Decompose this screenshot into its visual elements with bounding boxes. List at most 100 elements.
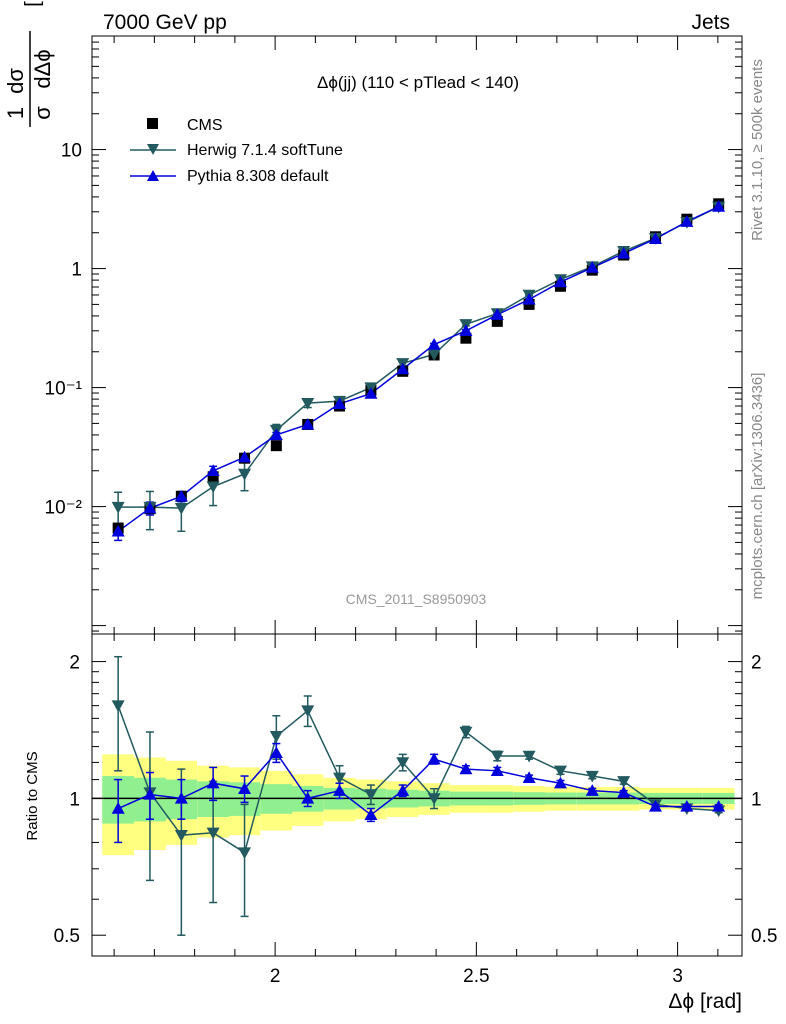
main-y-tick-label: 10: [61, 141, 82, 162]
pythia-ratio-marker: [301, 791, 315, 804]
pythia-marker: [269, 428, 283, 441]
main-y-tick-label: 10⁻²: [45, 498, 83, 519]
legend-label-cms: CMS: [187, 117, 223, 134]
pythia-ratio-marker: [206, 776, 220, 789]
x-axis-label: Δϕ [rad]: [668, 990, 742, 1013]
ratio-y-tick-label-right: 2: [751, 653, 762, 674]
pythia-marker: [617, 246, 631, 259]
pythia-ratio-line: [117, 751, 719, 816]
ratio-y-tick-label: 2: [69, 653, 80, 674]
herwig-ratio-marker: [427, 793, 441, 805]
x-tick-label: 2.5: [463, 966, 489, 987]
pythia-marker: [396, 362, 410, 375]
pythia-marker: [553, 275, 567, 288]
ratio-y-tick-label: 1: [69, 789, 80, 810]
pythia-ratio-marker: [522, 771, 536, 783]
herwig-ratio-marker: [396, 757, 410, 769]
herwig-ratio-marker: [301, 705, 315, 718]
ratio-plot-area: [92, 655, 742, 936]
x-tick-label: 3: [672, 966, 683, 987]
herwig-ratio-line: [117, 705, 719, 854]
herwig-ratio-marker: [174, 829, 188, 842]
herwig-ratio-marker: [333, 772, 347, 785]
main-y-tick-label: 10⁻¹: [45, 379, 83, 400]
legend-item-pythia: Pythia 8.308 default: [130, 168, 329, 185]
herwig-marker: [301, 397, 315, 410]
pythia-marker: [680, 215, 694, 227]
pythia-ratio-marker: [143, 787, 157, 800]
pythia-ratio-marker: [712, 799, 726, 812]
pythia-marker: [712, 200, 726, 212]
pythia-marker: [238, 450, 252, 463]
ratio-y-tick-label: 0.5: [54, 926, 80, 947]
main-y-tick-label: 1: [71, 260, 82, 281]
herwig-ratio-marker: [617, 776, 631, 788]
ratio-axis-ticks: 2 2.5 3 0.5 0.5 1 1 2 2: [54, 36, 777, 987]
herwig-ratio-marker: [364, 789, 378, 801]
ratio-y-axis-label: Ratio to CMS: [24, 751, 41, 840]
ratio-panel: 2 2.5 3 0.5 0.5 1 1 2 2: [54, 36, 777, 987]
svg-text:1: 1: [3, 107, 28, 119]
pythia-ratio-marker: [585, 784, 599, 796]
herwig-ratio-marker: [206, 827, 220, 840]
pythia-marker: [111, 524, 125, 537]
header-right-label: Jets: [691, 11, 730, 34]
pythia-ratio-marker: [396, 784, 410, 796]
main-panel: 10⁻² 10⁻¹ 1 10: [45, 35, 743, 635]
herwig-marker: [238, 468, 252, 481]
herwig-ratio-marker: [269, 731, 283, 743]
legend-marker-pythia: [147, 170, 159, 181]
herwig-ratio-marker: [553, 765, 567, 778]
svg-text:dσ: dσ: [3, 68, 28, 94]
pythia-marker: [490, 308, 504, 320]
legend-marker-cms: [147, 118, 158, 129]
herwig-ratio-marker: [111, 700, 125, 713]
herwig-ratio-marker: [459, 726, 473, 739]
main-plot-area: [111, 198, 726, 542]
pythia-marker: [333, 397, 347, 410]
pythia-ratio-marker: [111, 802, 125, 814]
pythia-ratio-marker: [617, 786, 631, 798]
herwig-ratio-marker: [490, 750, 504, 763]
pythia-marker: [301, 417, 315, 430]
herwig-ratio-marker: [522, 750, 536, 763]
herwig-marker: [111, 501, 125, 514]
main-axis-ticks: 10⁻² 10⁻¹ 1 10: [45, 35, 742, 632]
cms-data-point: [270, 440, 282, 452]
pythia-ratio-marker: [174, 791, 188, 804]
pythia-marker: [522, 292, 536, 305]
svg-text:dΔϕ: dΔϕ: [30, 49, 55, 88]
analysis-label: CMS_2011_S8950903: [346, 591, 487, 607]
pythia-marker: [648, 232, 662, 244]
pythia-ratio-marker: [680, 799, 694, 812]
pythia-marker: [206, 464, 220, 476]
x-tick-label: 2: [270, 966, 281, 987]
pythia-marker: [585, 261, 599, 273]
legend-item-cms: CMS: [147, 117, 223, 134]
pythia-ratio-marker: [459, 762, 473, 775]
ratio-y-tick-label-right: 1: [751, 789, 762, 810]
cms-data-point: [207, 471, 219, 483]
pythia-ratio-marker: [238, 782, 252, 794]
rivet-version-label: Rivet 3.1.10, ≥ 500k events: [749, 59, 766, 241]
pythia-ratio-marker: [364, 808, 378, 821]
pythia-ratio-marker: [427, 752, 441, 765]
pythia-ratio-marker: [648, 799, 662, 812]
pythia-marker: [364, 387, 378, 399]
herwig-marker: [206, 481, 220, 494]
cms-data-point: [491, 315, 503, 327]
pythia-marker: [459, 324, 473, 337]
pythia-ratio-marker: [269, 746, 283, 758]
herwig-ratio-marker: [238, 847, 252, 860]
pythia-ratio-marker: [490, 764, 504, 777]
legend: CMS Herwig 7.1.4 softTune Pythia 8.308 d…: [130, 117, 343, 185]
chart-title: Δϕ(jj) (110 < pTlead < 140): [317, 73, 519, 92]
pythia-marker: [427, 338, 441, 350]
svg-text:σ: σ: [30, 106, 55, 120]
pythia-marker: [174, 489, 188, 502]
legend-item-herwig: Herwig 7.1.4 softTune: [130, 142, 343, 159]
ratio-y-tick-label-right: 0.5: [751, 926, 777, 947]
header-left-label: 7000 GeV pp: [103, 11, 227, 34]
herwig-marker: [427, 349, 441, 361]
